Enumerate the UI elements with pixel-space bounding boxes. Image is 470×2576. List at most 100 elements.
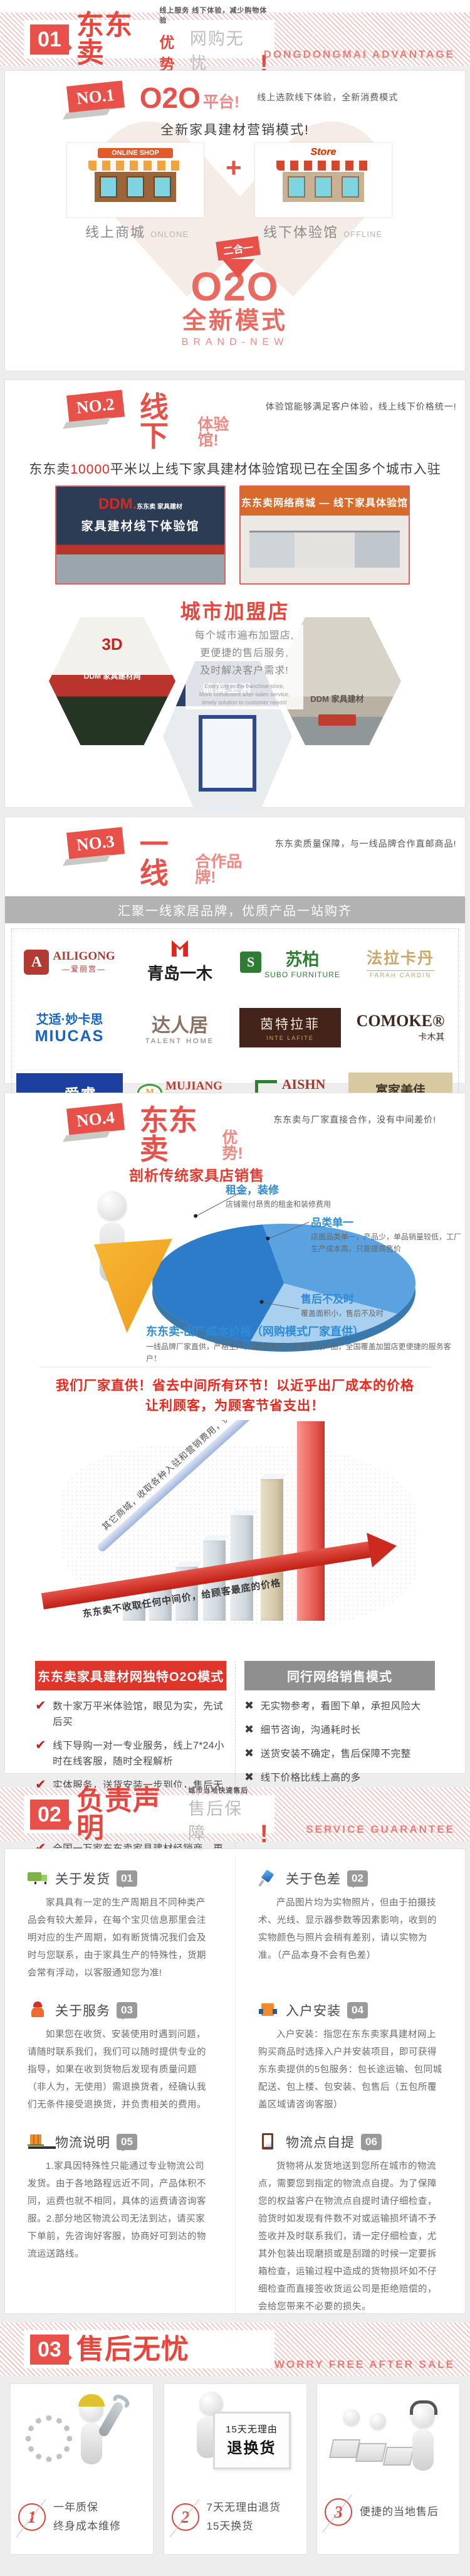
plus-icon: + — [226, 152, 242, 183]
policy-block-install: 入户安装 04 入户安装：指您在东东卖家具建材网上购买商品时选择入户并安装项目，… — [235, 1987, 465, 2119]
online-label: 线上商城 ONLONE — [85, 225, 189, 240]
offline-heading-row: NO.2 线下 体验馆! 体验馆能够满足客户体验，线上线下价格统一! — [5, 380, 465, 450]
cross-icon: ✖ — [244, 1747, 254, 1759]
window-icon — [287, 176, 305, 198]
policy-block-pickup: 物流点自提 06 货物将从发货地送到您所在城市的物流点，需要您到指定的物流点自提… — [235, 2119, 465, 2321]
advantage-tagline: 东东卖与厂家直接合作，没有中间差价! — [273, 1115, 437, 1125]
o2o-stage: 全新家具建材营销模式! ONLINE SHOP Store — [5, 116, 465, 362]
area-number: 10000 — [70, 462, 110, 477]
offline-label-en: OFFLINE — [343, 230, 383, 239]
red-mat-graphic — [318, 714, 356, 726]
window-icon — [342, 176, 360, 198]
hall-photo-row: DDM.东东卖 家具建材 家具建材线下体验馆 东东卖网络商城 — 线下家具体验馆 — [5, 485, 465, 591]
aftersale-number: 3 — [325, 2498, 352, 2526]
hall-photo-storefront: DDM.东东卖 家具建材 家具建材线下体验馆 — [55, 485, 226, 585]
aftersale-number: 2 — [171, 2503, 199, 2531]
banner-note: 线上服务 线下体验，减少购物体验 — [159, 6, 268, 24]
banner-english-caption: WORRY FREE AFTER SALE — [274, 2358, 455, 2370]
storefront-door-graphic — [199, 715, 256, 792]
policy-number-badge: 06 — [361, 2134, 382, 2151]
section-number-badge: 01 — [30, 24, 72, 55]
policy-block-color: 关于色差 02 产品图片均为实物照片，但由于拍摄技术、光线、显示器参数等因素影响… — [235, 1855, 465, 1987]
online-shop-facade — [95, 172, 176, 202]
section-banner-guarantee: 02 负责声明 城市当地快速售后 售后保障 ! SERVICE GUARANTE… — [0, 1786, 470, 1847]
o2o-heading: O2O — [139, 82, 201, 114]
awning-icon — [276, 161, 370, 171]
policy-number-badge: 03 — [117, 2002, 137, 2020]
advantage-heading: 东东卖 — [139, 1104, 197, 1165]
brand-mark-icon: S — [240, 951, 262, 973]
brand-mark-icon — [171, 940, 188, 957]
policy-block-shipping: 关于发货 01 家具具有一定的生产周期且不同种类产品会有较大差异，在每个宝贝信息… — [5, 1855, 235, 1987]
callout-factory-price: 东东卖-出厂成本价格（网购模式厂家直供） 一线品牌厂家直供，严格生产，0投资就可… — [146, 1325, 451, 1363]
aftersale-card-warranty: 1 一年质保 终身成本维修 — [10, 2383, 154, 2555]
brands-heading-row: NO.3 一线 合作品牌! 东东卖质量保障，与一线品牌合作直邮商品! — [5, 817, 465, 888]
clipboard-icon — [258, 2133, 279, 2151]
banner-exclamation: ! — [259, 50, 268, 78]
aftersale-number: 1 — [18, 2503, 46, 2531]
worker-icon — [28, 2001, 49, 2019]
headset-icon — [410, 2400, 437, 2415]
offline-store-illustration: Store — [254, 142, 392, 218]
brand-logo-subo: S 苏柏 SUBO FURNITURE — [235, 938, 345, 987]
brand-logo-miucas: 艾适·妙卡思 MIUCAS — [34, 1013, 105, 1045]
callout-aftersale: 售后不及时 覆盖面积小，售后不及时 — [301, 1293, 384, 1318]
no3-ribbon: NO.3 — [66, 827, 125, 860]
repairman-illustration — [18, 2390, 145, 2489]
brand-mark-icon: A — [24, 950, 50, 975]
aftersale-text: 7天无理由退货 15天换货 — [206, 2501, 281, 2532]
top-white-strip — [0, 0, 470, 13]
online-shop-sign: ONLINE SHOP — [98, 148, 173, 158]
pie-title: 剖析传统家具店销售 — [129, 1167, 264, 1184]
photo-caption: 家具建材线下体验馆 — [81, 520, 200, 533]
photo-caption: 东东卖网络商城 — 线下家具体验馆 — [241, 498, 408, 509]
policy-block-service: 关于服务 03 如果您在收货、安装使用时遇到问题，请随时联系我们，我们可以随时提… — [5, 1987, 235, 2119]
section-number-badge: 03 — [30, 2334, 72, 2365]
customer-service-illustration — [325, 2390, 452, 2489]
banner-muted-word: 网购无忧 — [189, 29, 244, 73]
no4-ribbon: NO.4 — [66, 1103, 125, 1136]
window-icon — [154, 176, 172, 198]
cross-icon: ✖ — [244, 1771, 254, 1783]
hall-photo-interior: 东东卖网络商城 — 线下家具体验馆 — [239, 485, 410, 585]
advantage-heading-row: NO.4 东东卖 优势! 东东卖与厂家直接合作，没有中间差价! — [5, 1093, 465, 1163]
offline-heading: 线下 — [139, 391, 169, 452]
price-comparison-graphic: 其它商城，收取各种入驻和营销费用，价格高昂 东东卖不收取任何中间价，给顾客最底的… — [5, 1420, 465, 1651]
section-ddm-advantage: NO.4 东东卖 优势! 东东卖与厂家直接合作，没有中间差价! 剖析传统家具店销… — [4, 1093, 466, 1872]
section-banner-aftersale: 03 售后无忧 WORRY FREE AFTER SALE — [0, 2323, 470, 2376]
banner-title-box: 02 负责声明 城市当地快速售后 售后保障 ! — [24, 1786, 274, 1847]
hex-caption: 3D — [102, 635, 123, 654]
interior-shelf-graphic — [249, 531, 400, 568]
window-icon — [126, 176, 144, 198]
banner-accent-word: 优势 — [159, 34, 175, 73]
policy-number-badge: 02 — [347, 1870, 368, 1888]
brands-gray-bar: 汇聚一线家居品牌，优质产品一站购齐 — [5, 896, 465, 923]
brand-logo-ailigong: A AILIGONG —爱丽宫— — [14, 938, 125, 987]
aftersale-cards-row: 1 一年质保 终身成本维修 15天无理由 退换货 2 7天无理由退货 15天换货 — [0, 2376, 470, 2555]
factory-direct-slogan: 我们厂家直供！省去中间所有环节！以近乎出厂成本的价格 让利顾客，为顾客节省支出！ — [56, 1379, 414, 1413]
banner-title: 负责声明 — [76, 1784, 161, 1843]
offline-tagline: 体验馆能够满足客户体验，线上线下价格统一! — [265, 401, 457, 411]
section-banner-advantage: 01 东东卖 线上服务 线下体验，减少购物体验 优势 网购无忧 ! DONGDO… — [0, 7, 470, 77]
section-number-badge: 02 — [30, 1799, 72, 1830]
return-sign-board: 15天无理由 退换货 — [212, 2412, 291, 2469]
brand-logo-qingdao-yimu: 青岛一木 — [125, 938, 235, 987]
laptop-icon — [355, 2443, 387, 2462]
merge-label: 二合一 — [216, 236, 261, 261]
aftersale-card-local-service: 3 便捷的当地售后 — [316, 2383, 460, 2555]
o2o-heading-row: NO.1 O2O 平台! 线上选款线下体验，全新消费模式 — [5, 71, 465, 114]
offline-label: 线下体验馆 OFFLINE — [263, 225, 383, 240]
photo-brand-sub: 东东卖 家具建材 — [137, 504, 183, 511]
section-offline-halls: NO.2 线下 体验馆! 体验馆能够满足客户体验，线上线下价格统一! 东东卖10… — [4, 379, 466, 812]
banner-title-side: 线上服务 线下体验，减少购物体验 优势 网购无忧 ! — [159, 5, 268, 78]
photo-brand: DDM. — [98, 496, 137, 512]
laptop-icon — [328, 2439, 361, 2458]
blue-pie-chart — [152, 1224, 415, 1343]
banner-title-box: 01 东东卖 线上服务 线下体验，减少购物体验 优势 网购无忧 ! — [24, 7, 274, 77]
aftersale-text: 一年质保 终身成本维修 — [53, 2501, 121, 2532]
return-sign-illustration: 15天无理由 退换货 — [172, 2390, 299, 2489]
bottom-gray-strip — [0, 2555, 470, 2575]
policy-number-badge: 04 — [347, 2002, 368, 2020]
banner-title: 东东卖 — [76, 9, 133, 68]
